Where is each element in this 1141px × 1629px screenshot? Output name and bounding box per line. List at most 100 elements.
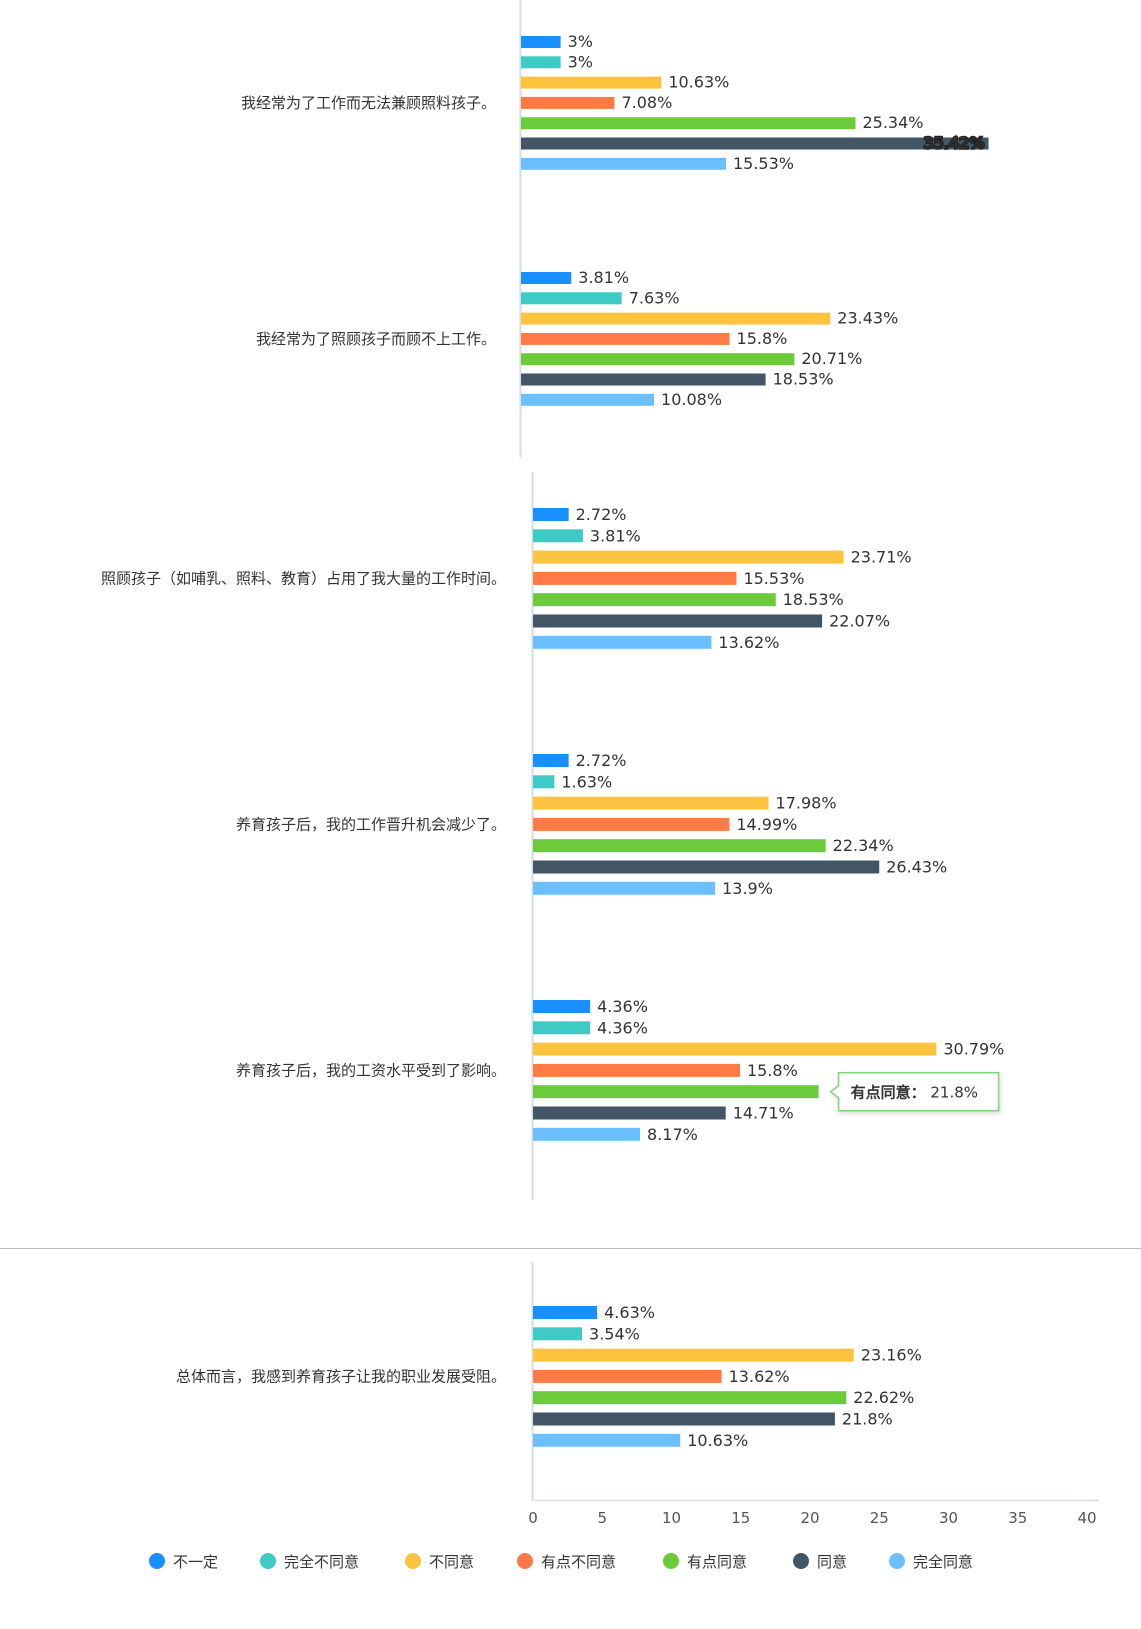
data-label: 20.71% [801, 349, 862, 368]
bar[interactable] [533, 1369, 722, 1383]
legend-label[interactable]: 有点不同意 [541, 1553, 616, 1571]
bar[interactable] [521, 373, 766, 386]
legend-label[interactable]: 完全不同意 [284, 1553, 359, 1571]
legend-label[interactable]: 不同意 [429, 1553, 474, 1571]
bar[interactable] [521, 332, 730, 345]
data-label: 10.08% [661, 390, 722, 409]
legend-marker[interactable] [663, 1553, 679, 1569]
bar[interactable] [533, 754, 569, 767]
bar[interactable] [521, 96, 615, 109]
bar[interactable] [533, 881, 716, 895]
data-label: 3.54% [589, 1324, 640, 1343]
x-tick-label: 30 [939, 1509, 958, 1527]
data-label: 10.63% [687, 1431, 748, 1450]
bar[interactable] [533, 1412, 835, 1426]
legend-marker[interactable] [793, 1553, 809, 1569]
bar[interactable] [521, 312, 831, 325]
bar[interactable] [533, 593, 776, 607]
data-label: 3% [568, 32, 593, 51]
bar[interactable] [533, 1021, 591, 1035]
tooltip-box [829, 1071, 1000, 1112]
data-label: 2.72% [576, 751, 627, 770]
data-label: 1.63% [561, 772, 612, 791]
bar[interactable] [533, 839, 826, 853]
data-label: 14.71% [733, 1104, 794, 1123]
data-label: 3% [568, 52, 593, 71]
bar[interactable] [533, 817, 730, 831]
data-label: 7.08% [621, 93, 672, 112]
bar[interactable] [533, 571, 737, 585]
category-label: 我经常为了照顾孩子而顾不上工作。 [256, 330, 496, 348]
data-label: 22.34% [833, 836, 894, 855]
x-tick-label: 15 [731, 1509, 750, 1527]
bar[interactable] [533, 508, 569, 521]
bar[interactable] [533, 860, 880, 874]
data-label: 13.62% [729, 1367, 790, 1386]
bar[interactable] [521, 36, 561, 48]
x-tick-label: 5 [597, 1509, 607, 1527]
bar[interactable] [533, 1063, 740, 1077]
data-label: 13.62% [718, 633, 779, 652]
data-label: 17.98% [776, 794, 837, 813]
bar[interactable] [533, 1000, 591, 1013]
x-tick-label: 20 [800, 1509, 819, 1527]
data-label: 10.63% [668, 73, 729, 92]
bar[interactable] [521, 157, 726, 170]
bar[interactable] [533, 635, 712, 649]
data-label: 15.53% [743, 569, 804, 588]
data-label: 4.36% [597, 1018, 648, 1037]
bar[interactable] [533, 1327, 583, 1341]
data-label: 14.99% [736, 815, 797, 834]
legend-label[interactable]: 同意 [817, 1553, 847, 1571]
legend-marker[interactable] [517, 1553, 533, 1569]
bar[interactable] [533, 1042, 937, 1056]
legend-label[interactable]: 有点同意 [687, 1553, 747, 1571]
bar[interactable] [533, 1433, 681, 1447]
bar[interactable] [521, 272, 572, 284]
bar[interactable] [533, 529, 583, 543]
tooltip-value: 21.8% [926, 1084, 978, 1102]
data-label: 35.42% [924, 134, 985, 153]
bar[interactable] [533, 775, 555, 789]
data-label: 2.72% [576, 505, 627, 524]
x-tick-label: 35 [1008, 1509, 1027, 1527]
legend-marker[interactable] [260, 1553, 276, 1569]
legend-label[interactable]: 不一定 [173, 1553, 218, 1571]
bar[interactable] [533, 1085, 819, 1099]
data-label: 15.8% [747, 1061, 798, 1080]
bar[interactable] [533, 1106, 726, 1120]
legend-marker[interactable] [889, 1553, 905, 1569]
data-label: 18.53% [783, 590, 844, 609]
bar[interactable] [533, 1348, 854, 1362]
bar[interactable] [521, 292, 622, 305]
data-label: 15.8% [737, 329, 788, 348]
data-label: 22.07% [829, 612, 890, 631]
x-tick-label: 0 [528, 1509, 538, 1527]
legend-marker[interactable] [149, 1553, 165, 1569]
data-label: 25.34% [862, 113, 923, 132]
bar[interactable] [521, 393, 655, 406]
bar[interactable] [533, 1127, 641, 1141]
category-label: 养育孩子后，我的工作晋升机会减少了。 [236, 815, 506, 833]
data-label: 15.53% [733, 154, 794, 173]
bar[interactable] [533, 796, 769, 810]
bar[interactable] [533, 1391, 847, 1405]
bar[interactable] [533, 1306, 598, 1319]
data-label: 4.63% [604, 1303, 655, 1322]
bar[interactable] [521, 137, 989, 150]
data-label: 3.81% [578, 268, 629, 287]
data-label: 21.8% [842, 1410, 893, 1429]
legend-label[interactable]: 完全同意 [913, 1553, 973, 1571]
legend-marker[interactable] [405, 1553, 421, 1569]
bar[interactable] [521, 117, 856, 130]
data-label: 13.9% [722, 879, 773, 898]
bar[interactable] [521, 76, 662, 89]
data-label: 8.17% [647, 1125, 698, 1144]
x-tick-label: 25 [870, 1509, 889, 1527]
bar[interactable] [521, 353, 795, 366]
bar[interactable] [521, 56, 561, 69]
bar[interactable] [533, 614, 823, 628]
x-tick-label: 10 [662, 1509, 681, 1527]
bar[interactable] [533, 550, 844, 564]
